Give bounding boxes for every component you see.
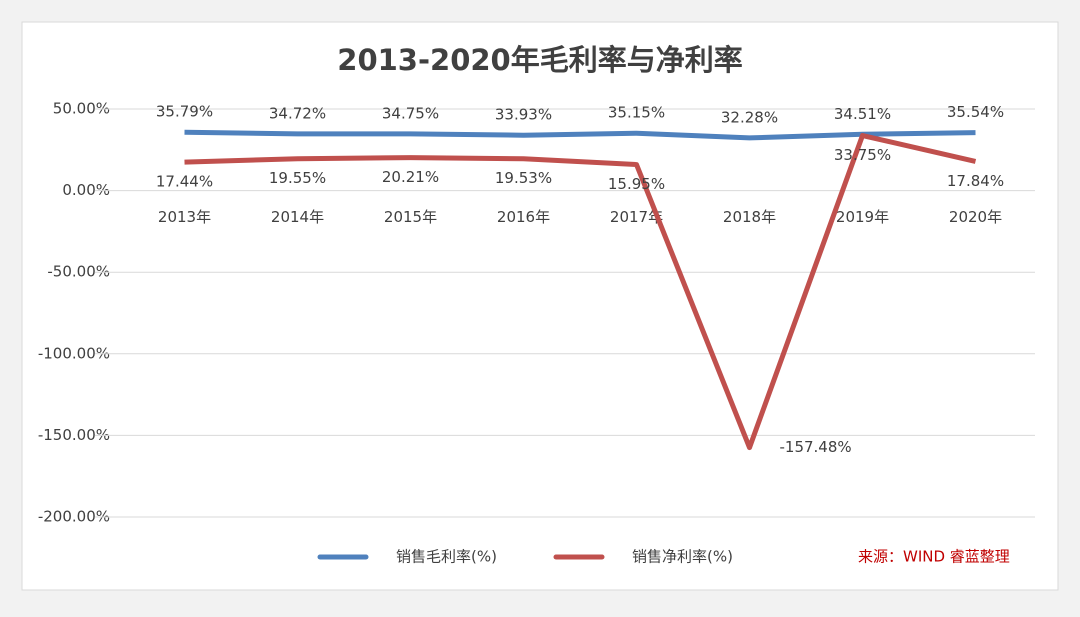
data-label: 17.84% <box>947 172 1004 190</box>
x-tick-label: 2013年 <box>158 208 211 226</box>
y-tick-label: 0.00% <box>62 181 110 199</box>
data-label: 34.72% <box>269 104 326 122</box>
data-label: 34.51% <box>834 105 891 123</box>
x-tick-label: 2020年 <box>949 208 1002 226</box>
legend-label: 销售毛利率(%) <box>396 548 497 566</box>
y-tick-label: -50.00% <box>47 263 110 281</box>
data-label: 19.55% <box>269 169 326 187</box>
data-label: 17.44% <box>156 173 213 191</box>
x-tick-label: 2016年 <box>497 208 550 226</box>
data-label: 34.75% <box>382 104 439 122</box>
chart-frame <box>21 21 1059 591</box>
data-label: 15.95% <box>608 175 665 193</box>
data-label: 35.54% <box>947 103 1004 121</box>
chart-title: 2013-2020年毛利率与净利率 <box>337 43 742 77</box>
x-tick-label: 2014年 <box>271 208 324 226</box>
y-tick-label: -100.00% <box>38 344 110 362</box>
legend-label: 销售净利率(%) <box>632 548 733 566</box>
data-label: 32.28% <box>721 108 778 126</box>
series-line <box>184 133 977 451</box>
source-note: 来源：WIND 睿蓝整理 <box>858 548 1010 566</box>
x-tick-label: 2019年 <box>836 208 889 226</box>
data-label: -157.48% <box>780 438 852 456</box>
data-label: 20.21% <box>382 168 439 186</box>
y-tick-label: 50.00% <box>53 100 110 118</box>
x-tick-label: 2018年 <box>723 208 776 226</box>
series-line <box>184 129 976 141</box>
x-tick-label: 2015年 <box>384 208 437 226</box>
data-label: 33.93% <box>495 106 552 124</box>
data-label: 19.53% <box>495 169 552 187</box>
data-label: 33.75% <box>834 146 891 164</box>
data-label: 35.79% <box>156 103 213 121</box>
y-tick-label: -150.00% <box>38 426 110 444</box>
x-tick-label: 2017年 <box>610 208 663 226</box>
data-label: 35.15% <box>608 104 665 122</box>
y-tick-label: -200.00% <box>38 508 110 526</box>
